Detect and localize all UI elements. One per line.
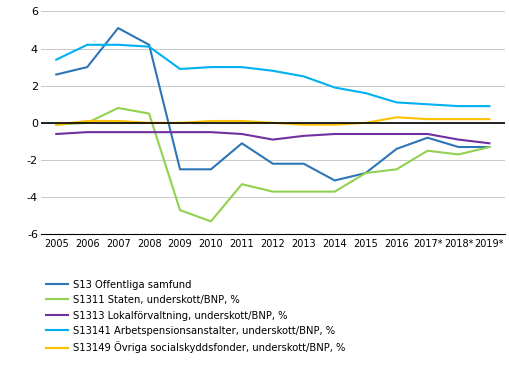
Legend: S13 Offentliga samfund, S1311 Staten, underskott/BNP, %, S1313 Lokalförvaltning,: S13 Offentliga samfund, S1311 Staten, un… xyxy=(46,279,345,353)
